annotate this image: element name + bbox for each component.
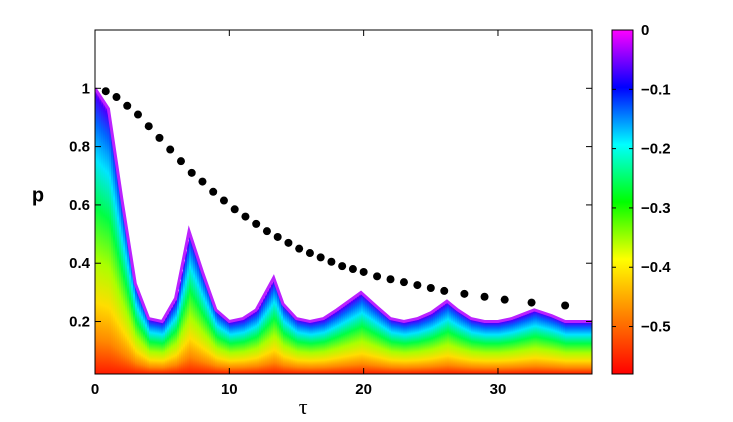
data-point <box>176 157 185 166</box>
data-point <box>426 284 435 292</box>
data-point <box>386 275 395 284</box>
data-point <box>359 267 368 276</box>
data-point <box>561 301 570 310</box>
data-point <box>413 281 422 290</box>
data-point <box>284 238 293 247</box>
data-point <box>327 257 336 266</box>
y-tick-label: 0.8 <box>69 139 90 156</box>
y-tick-label: 1 <box>82 80 90 97</box>
data-point <box>198 177 207 186</box>
data-point <box>101 87 110 96</box>
data-point <box>440 286 449 295</box>
data-point <box>144 122 153 131</box>
data-point <box>123 101 132 110</box>
colorbar-tick-label: −0.3 <box>641 200 671 217</box>
x-tick-label: 20 <box>355 381 372 398</box>
data-point <box>112 93 121 102</box>
data-point <box>230 205 239 214</box>
data-point <box>500 295 509 304</box>
data-point <box>166 145 175 154</box>
data-point <box>305 249 314 258</box>
x-tick-label: 0 <box>91 381 99 398</box>
data-point <box>155 133 164 142</box>
envelope-edge <box>95 87 592 324</box>
colorbar-tick-label: −0.5 <box>641 319 671 336</box>
data-point <box>527 298 536 307</box>
data-point <box>373 272 382 281</box>
colorbar-tick-label: 0 <box>641 22 649 39</box>
data-point <box>399 278 408 287</box>
y-tick-label: 0.2 <box>69 314 90 331</box>
data-point <box>273 232 282 241</box>
data-point <box>209 187 218 196</box>
data-point <box>187 168 196 177</box>
data-point <box>262 227 271 236</box>
data-point <box>460 289 469 298</box>
y-tick-label: 0.6 <box>69 197 90 214</box>
plot-frame <box>94 29 593 375</box>
y-axis-label: p <box>32 185 44 207</box>
colorbar-tick-label: −0.1 <box>641 81 671 98</box>
x-axis-label: τ <box>299 394 308 419</box>
x-tick-label: 30 <box>490 381 507 398</box>
x-tick-label: 10 <box>221 381 238 398</box>
y-tick-label: 0.4 <box>69 255 91 272</box>
contour-fill <box>95 88 592 374</box>
data-point <box>219 196 228 205</box>
data-point <box>338 262 347 271</box>
colorbar <box>611 29 634 375</box>
data-point <box>241 212 250 221</box>
data-point <box>133 110 142 119</box>
colorbar-tick-label: −0.2 <box>641 141 671 158</box>
colorbar-tick-label: −0.4 <box>641 259 671 276</box>
data-point <box>316 253 325 262</box>
data-point <box>480 292 489 301</box>
data-point <box>295 244 304 253</box>
data-point <box>252 219 261 228</box>
data-point <box>348 265 357 274</box>
